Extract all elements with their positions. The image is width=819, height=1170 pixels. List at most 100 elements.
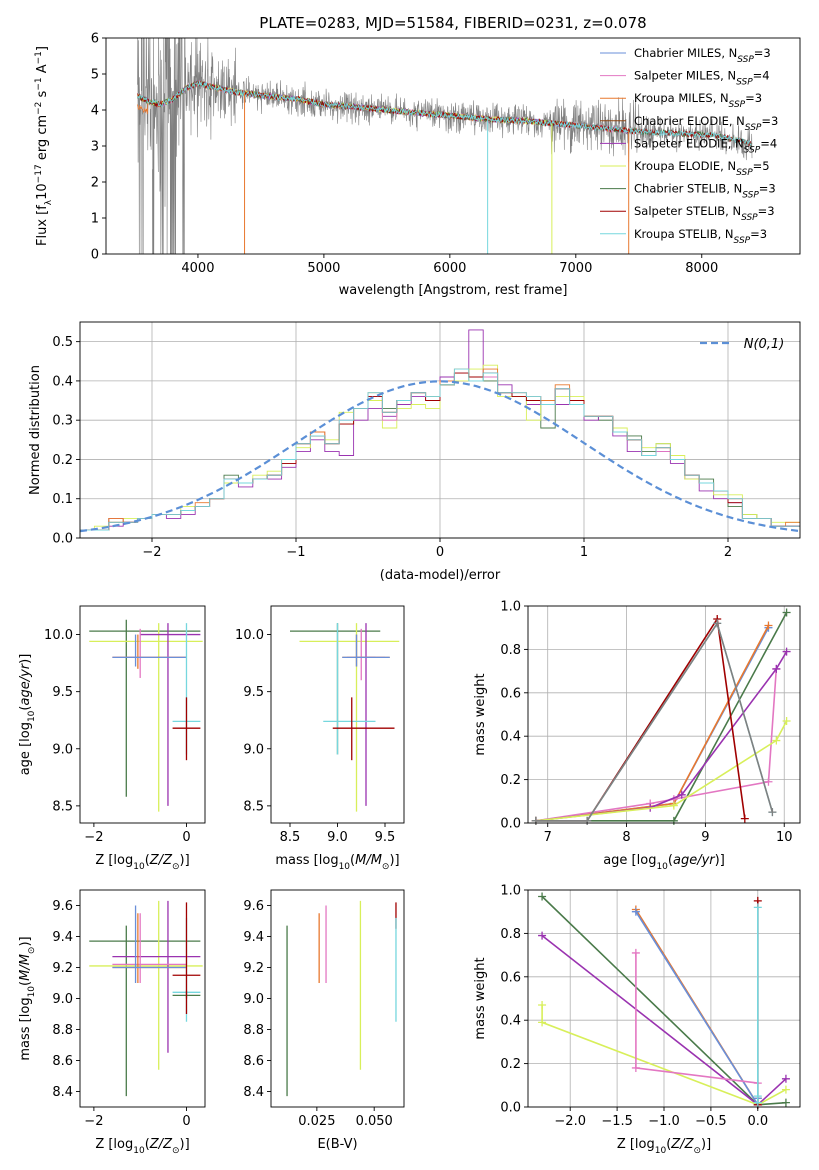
legend-entry-label: Chabrier STELIB, NSSP=3 [634,182,776,201]
x-tick-label: −2 [84,830,103,845]
weight-point-marker [781,1085,790,1094]
weight-point-marker [781,1098,790,1107]
weight-point-marker [782,608,791,617]
weight-series-line [535,627,770,822]
weight-point-marker [538,1001,547,1010]
x-tick-label: 8.5 [280,830,301,845]
y-tick-label: 0.2 [500,773,521,788]
weight-point-marker [669,816,678,825]
errorbar-marks [286,900,397,1097]
y-tick-label: 0.2 [52,453,73,468]
legend-entry-label: Chabrier ELODIE, NSSP=3 [634,114,778,133]
x-tick-label: 2 [724,545,732,560]
axes-frame [79,605,206,824]
errorbar-marks [89,900,203,1097]
y-tick-label: 1.0 [500,600,521,615]
y-tick-label: 4 [91,104,99,119]
x-tick-label: 9.5 [375,830,396,845]
y-tick-label: 0.8 [500,927,521,942]
y-axis-label: mass [log10(M/M⊙)] [18,936,37,1060]
weight-point-marker [764,621,773,630]
y-axis-label: mass weight [473,673,488,755]
residuals-panel: −2 −1 0 1 2 0.0 0.1 0.2 0.3 0.4 0.5 (data-model)/er… [28,321,801,583]
x-tick-label: −2 [142,545,161,560]
legend-entry-label: Chabrier MILES, NSSP=3 [634,46,771,65]
y-tick-label: 0.6 [500,970,521,985]
y-tick-label: 2 [91,176,99,191]
legend: Chabrier MILES, NSSP=3 Salpeter MILES, NS… [600,46,778,246]
y-axis-label: Normed distribution [28,365,43,495]
y-tick-label: 8.5 [243,799,264,814]
y-tick-label: 8.5 [52,799,73,814]
weight-point-marker [764,777,773,786]
weight-series-line [535,612,788,822]
y-tick-label: 9.5 [243,685,264,700]
y-tick-label: 9.5 [52,685,73,700]
weight-point-marker [538,1018,547,1027]
x-tick-label: −1.5 [601,1114,633,1129]
weight-point-marker [768,808,777,817]
age-vs-mass-panel: 8.5 9.0 9.5 8.5 9.0 9.5 10.0 mass [log10(M/M⊙)] [235,605,405,872]
weight-point-marker [538,931,547,940]
model-spectrum-line [137,81,753,146]
y-tick-label: 0.4 [500,1014,521,1029]
weight-point-marker [772,736,781,745]
weight-series-line [535,668,778,822]
x-tick-label: 9.0 [327,830,348,845]
legend-entry-label: Kroupa ELODIE, NSSP=5 [634,159,770,178]
y-tick-label: 9.6 [243,899,264,914]
weight-point-marker [740,814,749,823]
normal-reference-line [80,380,800,533]
x-tick-label: 1 [580,545,588,560]
weight-point-marker [753,1092,762,1101]
x-tick-label: 4000 [181,261,214,276]
weight-point-marker [583,816,592,825]
y-tick-label: 0.0 [500,1101,521,1116]
y-tick-label: 9.2 [243,961,264,976]
y-tick-label: 9.0 [243,742,264,757]
x-tick-label: 9 [701,830,709,845]
y-tick-label: 10.0 [44,628,73,643]
legend-entry-label: Salpeter ELODIE, NSSP=4 [634,136,777,155]
y-tick-label: 3 [91,140,99,155]
plot-area [106,38,800,254]
weight-point-marker [781,1074,790,1083]
mass-vs-ebv-panel: 0.025 0.050 8.4 8.6 8.8 9.0 9.2 9.4 9.6 E(B-V) [243,889,405,1152]
x-tick-label: 10 [776,830,793,845]
x-tick-label: 5000 [307,261,340,276]
axes-frame [270,889,405,1108]
y-tick-label: 9.4 [243,930,264,945]
chart-title: PLATE=0283, MJD=51584, FIBERID=0231, z=0… [259,14,646,32]
x-tick-label: −0.5 [695,1114,727,1129]
spectrum-traces [137,38,753,254]
x-axis-label: E(B-V) [317,1137,357,1152]
x-tick-label: 8 [622,830,630,845]
x-tick-label: −1.0 [648,1114,680,1129]
weight-vs-Z-panel: −2.0 −1.5 −1.0 −0.5 0.0 0.0 0.2 0.4 0.6 0.8 1.0 Z [… [473,884,801,1156]
y-tick-label: 6 [91,32,99,47]
y-tick-label: 0.6 [500,686,521,701]
x-tick-label: −2 [84,1114,103,1129]
y-tick-label: 9.0 [52,992,73,1007]
axes-frame [527,605,801,824]
y-tick-label: 8.8 [243,1023,264,1038]
x-tick-label: 0.025 [298,1114,335,1129]
y-tick-label: 0.8 [500,643,521,658]
x-tick-label: 0 [182,1114,190,1129]
weight-point-marker [538,892,547,901]
legend-entry-label: Salpeter MILES, NSSP=4 [634,69,770,88]
y-tick-label: 0.1 [52,492,73,507]
legend: N(0,1) [700,337,784,352]
y-tick-label: 9.4 [52,930,73,945]
weight-series-line [535,720,788,822]
y-tick-label: 0.3 [52,414,73,429]
weight-point-marker [713,619,722,628]
y-tick-label: 0.2 [500,1057,521,1072]
age-vs-Z-panel: −2 0 8.5 9.0 9.5 10.0 Z [log10(Z/Z⊙)] age [log1… [18,605,206,872]
y-tick-label: 8.8 [52,1023,73,1038]
y-axis-label: Flux [fλ10−17 erg cm−2 s−1 A−1] [34,46,54,246]
histogram-traces [80,329,800,533]
x-tick-label: 7000 [559,261,592,276]
weight-series-line [541,1005,787,1106]
y-tick-label: 8.6 [52,1054,73,1069]
